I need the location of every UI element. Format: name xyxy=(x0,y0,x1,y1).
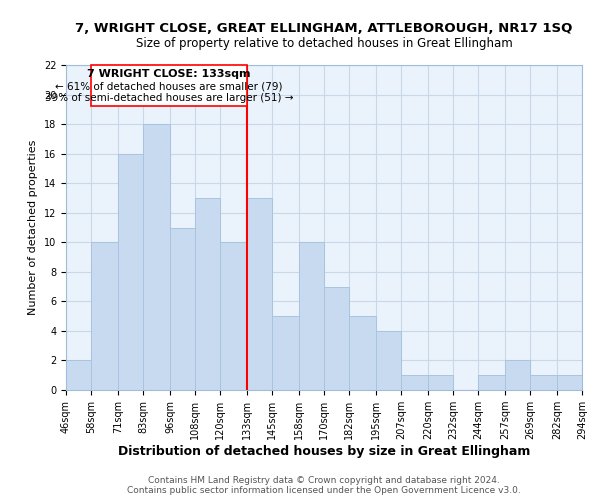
X-axis label: Distribution of detached houses by size in Great Ellingham: Distribution of detached houses by size … xyxy=(118,445,530,458)
Text: 39% of semi-detached houses are larger (51) →: 39% of semi-detached houses are larger (… xyxy=(45,94,293,104)
Bar xyxy=(272,316,299,390)
Bar xyxy=(505,360,530,390)
Bar xyxy=(428,375,453,390)
Bar xyxy=(247,198,272,390)
Bar xyxy=(376,331,401,390)
Text: 7 WRIGHT CLOSE: 133sqm: 7 WRIGHT CLOSE: 133sqm xyxy=(87,69,251,79)
Bar xyxy=(66,360,91,390)
Bar xyxy=(478,375,505,390)
Bar xyxy=(324,286,349,390)
Bar xyxy=(299,242,324,390)
Bar xyxy=(530,375,557,390)
Bar xyxy=(118,154,143,390)
Text: ← 61% of detached houses are smaller (79): ← 61% of detached houses are smaller (79… xyxy=(55,81,283,91)
Bar xyxy=(557,375,582,390)
Bar xyxy=(349,316,376,390)
Bar xyxy=(220,242,247,390)
Text: 7, WRIGHT CLOSE, GREAT ELLINGHAM, ATTLEBOROUGH, NR17 1SQ: 7, WRIGHT CLOSE, GREAT ELLINGHAM, ATTLEB… xyxy=(76,22,572,36)
FancyBboxPatch shape xyxy=(91,65,247,106)
Bar xyxy=(170,228,195,390)
Bar xyxy=(143,124,170,390)
Text: Contains HM Land Registry data © Crown copyright and database right 2024.: Contains HM Land Registry data © Crown c… xyxy=(148,476,500,485)
Text: Contains public sector information licensed under the Open Government Licence v3: Contains public sector information licen… xyxy=(127,486,521,495)
Bar xyxy=(195,198,220,390)
Text: Size of property relative to detached houses in Great Ellingham: Size of property relative to detached ho… xyxy=(136,38,512,51)
Y-axis label: Number of detached properties: Number of detached properties xyxy=(28,140,38,315)
Bar xyxy=(401,375,428,390)
Bar xyxy=(91,242,118,390)
